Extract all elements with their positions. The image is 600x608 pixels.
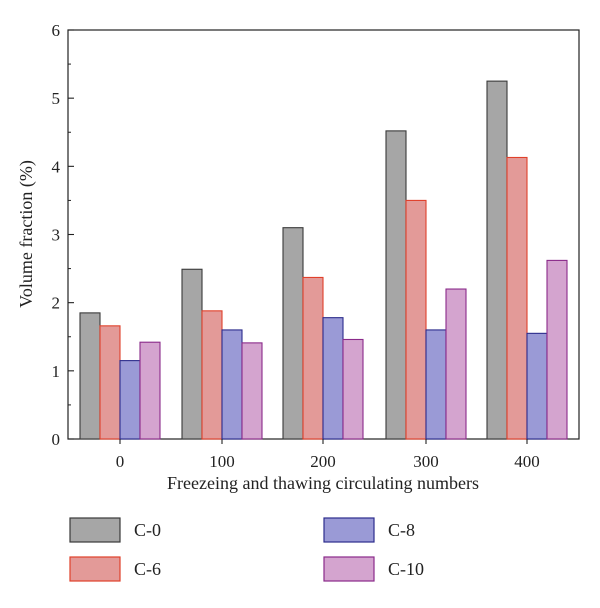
x-tick-label: 300 xyxy=(413,452,439,471)
bar-c-0-400 xyxy=(486,80,508,440)
bar-c-6-200 xyxy=(302,276,324,440)
bar-c-0-300 xyxy=(385,130,407,440)
bar-c-0-0 xyxy=(79,312,101,440)
y-tick-label: 2 xyxy=(52,294,61,313)
bar-c-6-0 xyxy=(99,325,121,440)
bars-group xyxy=(79,80,568,440)
legend-swatch-c-6 xyxy=(69,556,121,582)
bar-c-10-100 xyxy=(241,342,263,440)
x-tick-label: 400 xyxy=(514,452,540,471)
bar-c-8-100 xyxy=(221,329,243,440)
bar-c-6-300 xyxy=(405,199,427,440)
bar-c-0-200 xyxy=(282,227,304,440)
x-tick-label: 0 xyxy=(116,452,125,471)
bar-c-10-300 xyxy=(445,288,467,440)
x-tick-label: 200 xyxy=(310,452,336,471)
legend-swatch-c-0 xyxy=(69,517,121,543)
y-tick-label: 0 xyxy=(52,430,61,449)
bar-c-8-0 xyxy=(119,360,141,440)
legend-label-c-6: C-6 xyxy=(134,559,161,579)
legend-label-c-8: C-8 xyxy=(388,520,415,540)
bar-c-6-400 xyxy=(506,156,528,440)
bar-c-10-200 xyxy=(342,338,364,440)
legend: C-0 C-8 C-6 C-10 xyxy=(69,517,424,582)
y-tick-label: 4 xyxy=(52,157,61,176)
bar-c-8-300 xyxy=(425,329,447,440)
legend-label-c-10: C-10 xyxy=(388,559,424,579)
y-tick-label: 6 xyxy=(52,21,61,40)
x-axis: 0 100 200 300 400 xyxy=(116,439,540,471)
bar-c-8-200 xyxy=(322,317,344,440)
x-tick-label: 100 xyxy=(209,452,235,471)
bar-c-6-100 xyxy=(201,310,223,440)
legend-swatch-c-8 xyxy=(323,517,375,543)
y-tick-label: 3 xyxy=(52,226,61,245)
bar-c-10-400 xyxy=(546,259,568,440)
legend-label-c-0: C-0 xyxy=(134,520,161,540)
y-tick-label: 1 xyxy=(52,362,61,381)
y-axis-title: Volume fraction (%) xyxy=(16,160,37,308)
bar-c-8-400 xyxy=(526,332,548,440)
bar-c-10-0 xyxy=(139,341,161,440)
y-axis: 0 1 2 3 4 5 6 xyxy=(52,21,74,449)
bar-c-0-100 xyxy=(181,268,203,440)
legend-swatch-c-10 xyxy=(323,556,375,582)
y-tick-label: 5 xyxy=(52,89,61,108)
x-axis-title: Freezeing and thawing circulating number… xyxy=(167,473,479,493)
